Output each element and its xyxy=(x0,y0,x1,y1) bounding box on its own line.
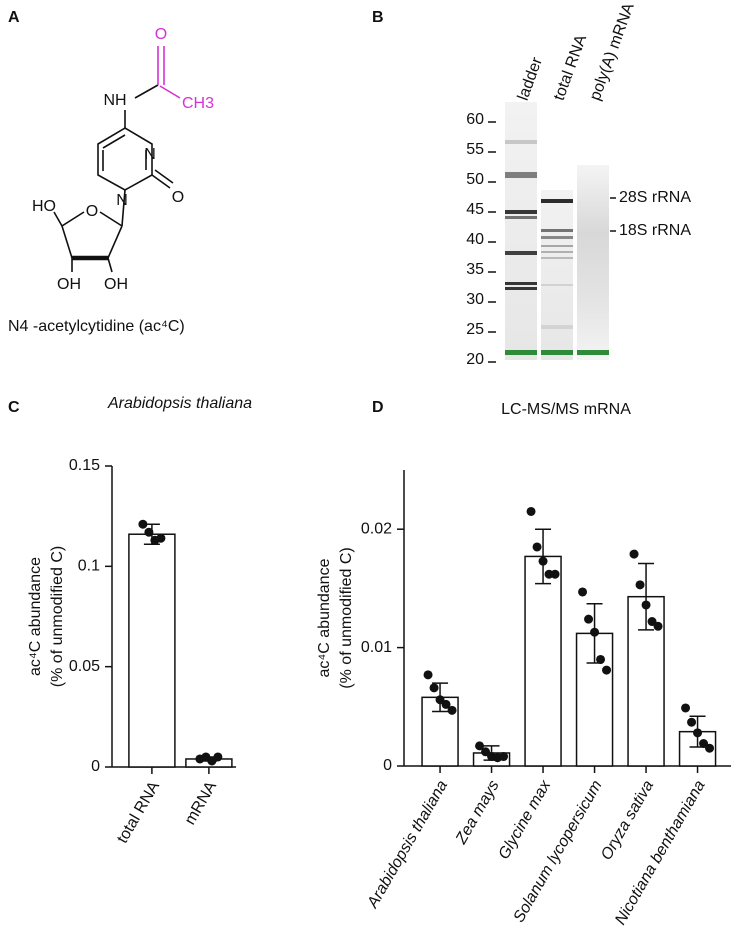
data-point xyxy=(475,741,485,751)
data-point xyxy=(447,705,457,715)
data-point xyxy=(653,621,663,631)
data-point xyxy=(705,743,715,753)
marker-label: 28S rRNA xyxy=(619,189,691,206)
data-point xyxy=(641,600,651,610)
data-point xyxy=(499,752,509,762)
atom: N xyxy=(144,146,156,163)
y-tick-label: 0.01 xyxy=(361,639,392,656)
chart-title: LC-MS/MS mRNA xyxy=(501,401,631,418)
ladder-label: 50 xyxy=(466,171,484,188)
chart-title: Arabidopsis thaliana xyxy=(107,395,252,412)
data-point xyxy=(156,533,166,543)
x-tick-label: Oryza sativa xyxy=(598,778,657,864)
ladder-label: 30 xyxy=(466,291,484,308)
atom: OH xyxy=(57,276,81,293)
bar xyxy=(524,555,562,767)
data-point xyxy=(526,506,536,516)
data-point xyxy=(550,569,560,579)
panel-label: C xyxy=(8,399,20,416)
caption: N4 -acetylcytidine (ac⁴C) xyxy=(8,318,185,335)
ladder-label: 40 xyxy=(466,231,484,248)
lane-label: ladder xyxy=(515,55,546,103)
marker-label: 18S rRNA xyxy=(619,222,691,239)
data-point xyxy=(687,717,697,727)
ladder-label: 20 xyxy=(466,351,484,368)
y-tick-label: 0.05 xyxy=(69,658,100,675)
data-point xyxy=(429,683,439,693)
y-tick-label: 0.15 xyxy=(69,457,100,474)
y-tick-label: 0 xyxy=(91,758,100,775)
x-tick-label: mRNA xyxy=(182,778,220,828)
panel-label: D xyxy=(372,399,384,416)
data-point xyxy=(578,587,588,597)
ladder-label: 35 xyxy=(466,261,484,278)
data-point xyxy=(629,549,639,559)
data-point xyxy=(635,580,645,590)
data-point xyxy=(681,703,691,713)
data-point xyxy=(693,728,703,738)
y-axis-label: (% of unmodified C) xyxy=(49,546,66,687)
data-point xyxy=(596,654,606,664)
molecule xyxy=(53,46,181,273)
data-point xyxy=(532,542,542,552)
x-tick-label: total RNA xyxy=(114,778,163,846)
x-tick-label: Solanum lycopersicum xyxy=(510,778,605,926)
data-point xyxy=(590,627,600,637)
data-point xyxy=(213,752,223,762)
atom: OH xyxy=(104,276,128,293)
atom: O xyxy=(155,26,167,43)
y-axis-label: ac⁴C abundance xyxy=(27,557,44,676)
data-point xyxy=(144,527,154,537)
lane-label: poly(A) mRNA xyxy=(587,1,638,103)
panel-label: A xyxy=(8,9,20,26)
ladder-label: 45 xyxy=(466,201,484,218)
data-point xyxy=(538,556,548,566)
y-tick-label: 0.1 xyxy=(78,558,100,575)
data-point xyxy=(441,699,451,709)
atom: N xyxy=(116,192,128,209)
y-tick-label: 0 xyxy=(383,757,392,774)
atom: NH xyxy=(103,92,126,109)
bar xyxy=(128,533,176,768)
x-tick-label: Nicotiana benthamiana xyxy=(612,778,709,928)
x-tick-label: Arabidopsis thaliana xyxy=(364,778,451,912)
x-tick-label: Zea mays xyxy=(452,778,502,848)
data-point xyxy=(584,614,594,624)
atom: HO xyxy=(32,198,56,215)
lane-label: total RNA xyxy=(551,32,591,102)
atom: O xyxy=(172,189,184,206)
y-axis-label: ac⁴C abundance xyxy=(316,558,333,677)
data-point xyxy=(423,670,433,680)
atom: CH3 xyxy=(182,95,214,112)
ladder-label: 25 xyxy=(466,321,484,338)
data-point xyxy=(602,665,612,675)
atom: O xyxy=(86,203,98,220)
ladder-label: 60 xyxy=(466,111,484,128)
gel-image xyxy=(505,102,609,360)
data-point xyxy=(138,519,148,529)
ladder-label: 55 xyxy=(466,141,484,158)
y-tick-label: 0.02 xyxy=(361,520,392,537)
y-axis-label: (% of unmodified C) xyxy=(338,547,355,688)
panel-label: B xyxy=(372,9,384,26)
x-tick-label: Glycine max xyxy=(495,777,554,863)
